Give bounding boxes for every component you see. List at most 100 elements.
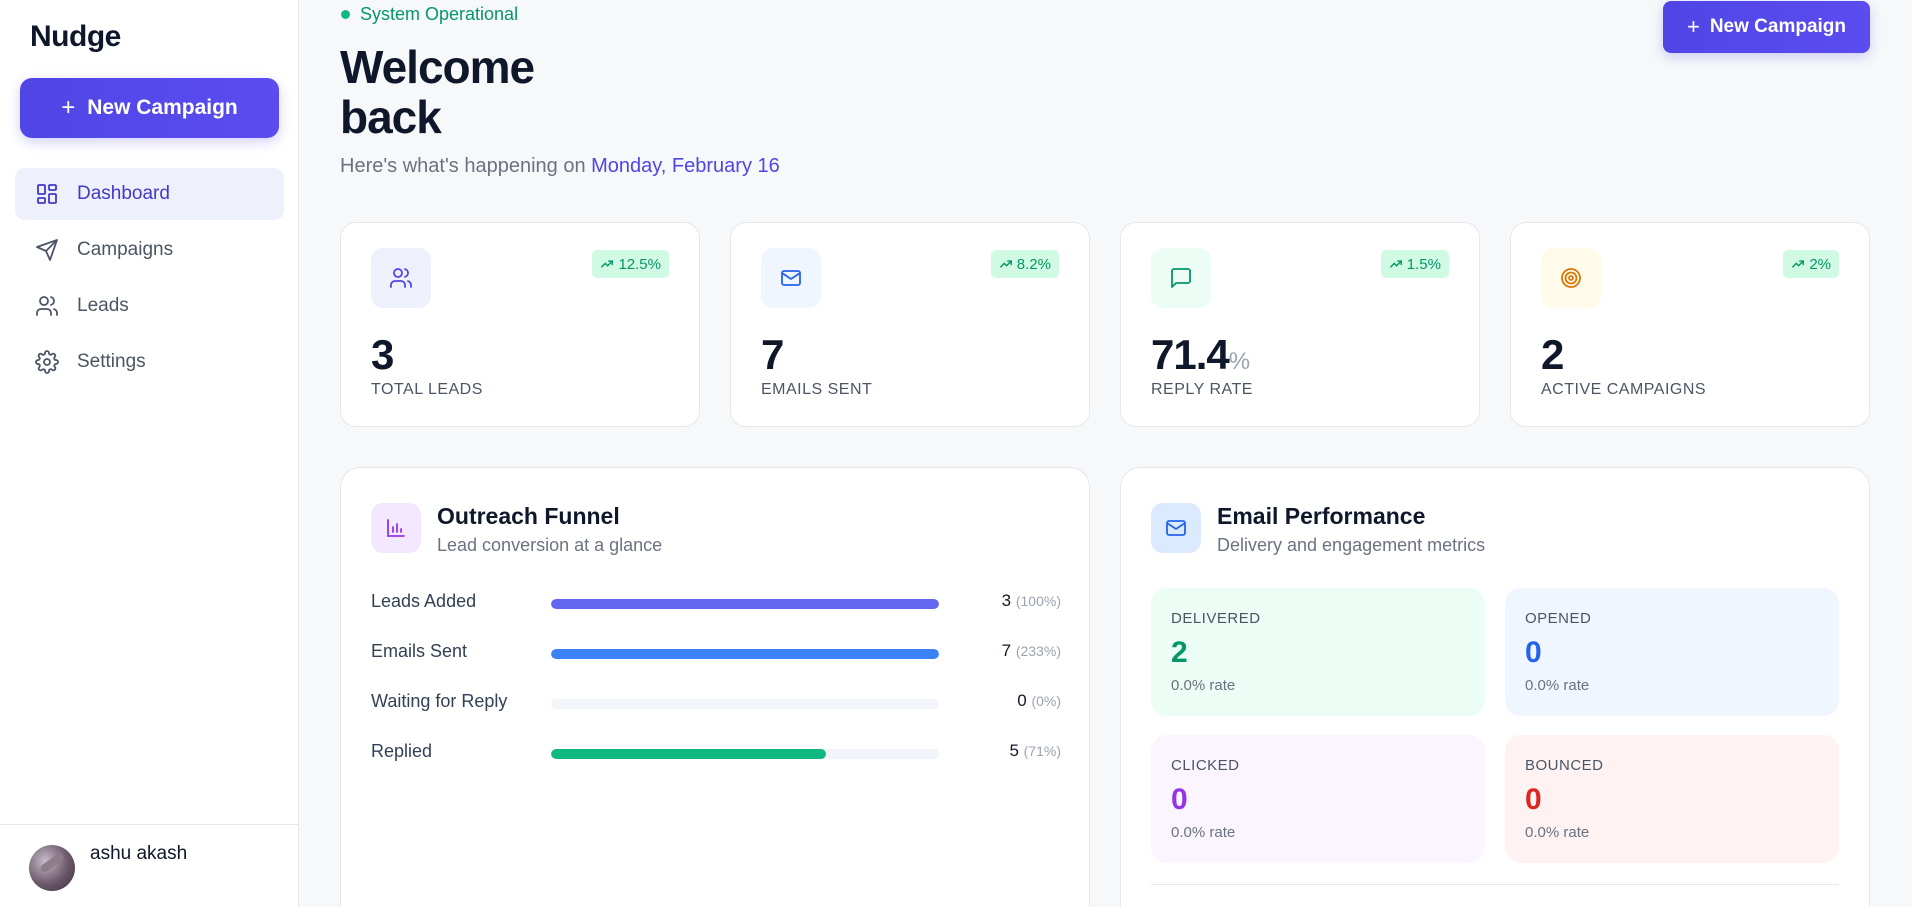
trend-value: 12.5% <box>618 255 661 273</box>
count-value: 7 <box>1001 641 1012 660</box>
metric-rate: 0.0% rate <box>1171 824 1236 841</box>
user-name: ashu akash <box>90 843 188 864</box>
sidebar-item-leads[interactable]: Leads <box>15 280 284 332</box>
stat-number: 7 <box>761 331 784 378</box>
divider <box>1151 884 1839 885</box>
count-percent: (71%) <box>1023 743 1061 759</box>
status-text: System Operational <box>360 4 519 24</box>
target-icon <box>1541 248 1601 308</box>
sidebar-item-label: Campaigns <box>77 239 174 260</box>
count-value: 5 <box>1009 741 1019 760</box>
funnel-row-waiting: Waiting for Reply 0 (0%) <box>371 688 1061 718</box>
panel-subtitle: Lead conversion at a glance <box>437 535 663 555</box>
progress-bar <box>551 649 939 659</box>
count-percent: (0%) <box>1031 693 1061 709</box>
metric-card-clicked: CLICKED 0 0.0% rate <box>1151 735 1485 863</box>
page-subtitle: Here's what's happening on Monday, Febru… <box>340 155 780 178</box>
plus-icon: + <box>1686 14 1700 39</box>
stat-card-active-campaigns: 2% 2 ACTIVE CAMPAIGNS <box>1510 222 1870 427</box>
sidebar-new-campaign-label: New Campaign <box>87 96 238 119</box>
funnel-label: Emails Sent <box>371 641 468 661</box>
stat-card-emails-sent: 8.2% 7 EMAILS SENT <box>730 222 1090 427</box>
subtitle-text: Here's what's happening on <box>340 155 586 177</box>
trend-value: 8.2% <box>1016 255 1051 273</box>
trending-up-icon <box>1389 260 1402 268</box>
metric-card-opened: OPENED 0 0.0% rate <box>1505 588 1839 716</box>
metric-rate: 0.0% rate <box>1525 824 1590 841</box>
metric-label: CLICKED <box>1171 757 1240 774</box>
count-percent: (100%) <box>1015 593 1061 609</box>
stat-unit: % <box>1228 348 1251 375</box>
metric-value: 0 <box>1525 783 1542 816</box>
progress-track <box>551 749 939 759</box>
metric-value: 0 <box>1525 636 1542 669</box>
sidebar: Nudge + New Campaign Dashboard Campaigns… <box>0 0 299 907</box>
trending-up-icon <box>999 260 1012 268</box>
progress-track <box>551 599 939 609</box>
panel-subtitle: Delivery and engagement metrics <box>1217 535 1486 555</box>
outreach-funnel-panel: Outreach Funnel Lead conversion at a gla… <box>340 467 1090 907</box>
sidebar-item-campaigns[interactable]: Campaigns <box>15 224 284 276</box>
stat-value: 71.4% <box>1151 331 1250 379</box>
stat-value: 3 <box>371 331 394 379</box>
sidebar-item-label: Settings <box>77 351 146 372</box>
bar-chart-icon <box>371 503 421 553</box>
system-status: System Operational <box>341 4 518 25</box>
send-icon <box>36 239 58 261</box>
trending-up-icon <box>1792 260 1805 268</box>
dashboard-icon <box>37 184 57 204</box>
stat-label: REPLY RATE <box>1151 381 1253 398</box>
metric-rate: 0.0% rate <box>1171 677 1236 694</box>
sidebar-item-label: Dashboard <box>77 183 170 204</box>
mail-icon <box>761 248 821 308</box>
stat-label: ACTIVE CAMPAIGNS <box>1541 381 1707 398</box>
stat-card-total-leads: 12.5% 3 TOTAL LEADS <box>340 222 700 427</box>
sidebar-item-dashboard[interactable]: Dashboard <box>15 168 284 220</box>
avatar[interactable] <box>29 845 75 891</box>
progress-track <box>551 699 939 709</box>
sidebar-nav: Dashboard Campaigns Leads Settings <box>15 168 284 392</box>
progress-bar <box>551 749 827 759</box>
plus-icon: + <box>61 94 76 121</box>
trending-up-icon <box>601 260 614 268</box>
sidebar-item-label: Leads <box>77 295 129 316</box>
panel-title: Email Performance <box>1217 503 1426 529</box>
count-value: 3 <box>1001 591 1012 610</box>
funnel-label: Leads Added <box>371 591 477 611</box>
user-profile[interactable]: ashu akash <box>0 824 299 907</box>
funnel-count: 7 (233%) <box>1002 641 1061 661</box>
funnel-row-emails-sent: Emails Sent 7 (233%) <box>371 638 1061 668</box>
stat-number: 71.4 <box>1151 331 1230 378</box>
stat-value: 7 <box>761 331 784 379</box>
funnel-label: Replied <box>371 741 433 761</box>
funnel-row-leads-added: Leads Added 3 (100%) <box>371 588 1061 618</box>
sidebar-new-campaign-button[interactable]: + New Campaign <box>20 78 279 138</box>
stat-label: EMAILS SENT <box>761 381 873 398</box>
header-new-campaign-label: New Campaign <box>1709 16 1847 37</box>
metric-rate: 0.0% rate <box>1525 677 1590 694</box>
progress-bar <box>551 599 939 609</box>
header-new-campaign-button[interactable]: + New Campaign <box>1663 1 1870 53</box>
message-icon <box>1151 248 1211 308</box>
funnel-count: 0 (0%) <box>1017 691 1061 711</box>
metric-card-delivered: DELIVERED 2 0.0% rate <box>1151 588 1485 716</box>
trend-badge: 12.5% <box>592 250 669 278</box>
funnel-label: Waiting for Reply <box>371 691 508 711</box>
funnel-count: 3 (100%) <box>1002 591 1061 611</box>
trend-badge: 1.5% <box>1380 250 1449 278</box>
trend-value: 2% <box>1809 255 1831 273</box>
status-dot-icon <box>341 10 350 19</box>
users-icon <box>36 296 58 316</box>
users-icon <box>371 248 431 308</box>
metric-label: DELIVERED <box>1171 610 1261 627</box>
trend-badge: 2% <box>1783 250 1839 278</box>
stat-number: 2 <box>1541 331 1564 378</box>
funnel-count: 5 (71%) <box>1009 741 1061 761</box>
mail-icon <box>1151 503 1201 553</box>
sidebar-item-settings[interactable]: Settings <box>15 336 284 388</box>
panel-title: Outreach Funnel <box>437 503 620 529</box>
stat-number: 3 <box>371 331 394 378</box>
progress-track <box>551 649 939 659</box>
metric-card-bounced: BOUNCED 0 0.0% rate <box>1505 735 1839 863</box>
brand-logo[interactable]: Nudge <box>30 20 121 53</box>
